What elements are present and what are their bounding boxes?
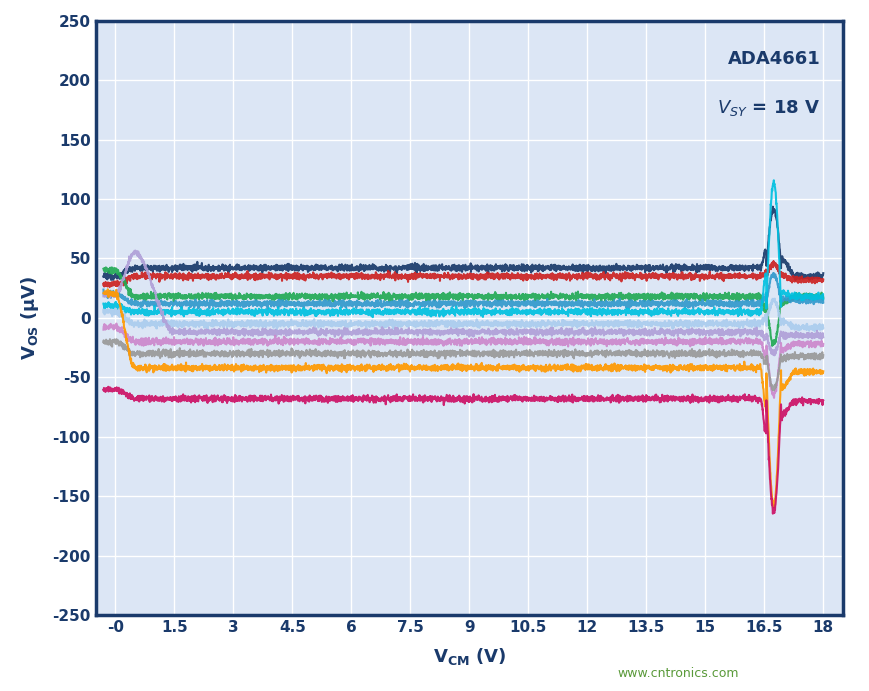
X-axis label: $\mathbf{V_{CM}\ (V)}$: $\mathbf{V_{CM}\ (V)}$ xyxy=(433,646,506,667)
Text: ADA4661: ADA4661 xyxy=(727,50,820,68)
Y-axis label: $\mathbf{V_{OS}\ (\mu V)}$: $\mathbf{V_{OS}\ (\mu V)}$ xyxy=(19,276,41,360)
Text: $V_{SY}$ = 18 V: $V_{SY}$ = 18 V xyxy=(717,98,820,118)
Text: www.cntronics.com: www.cntronics.com xyxy=(617,668,739,680)
